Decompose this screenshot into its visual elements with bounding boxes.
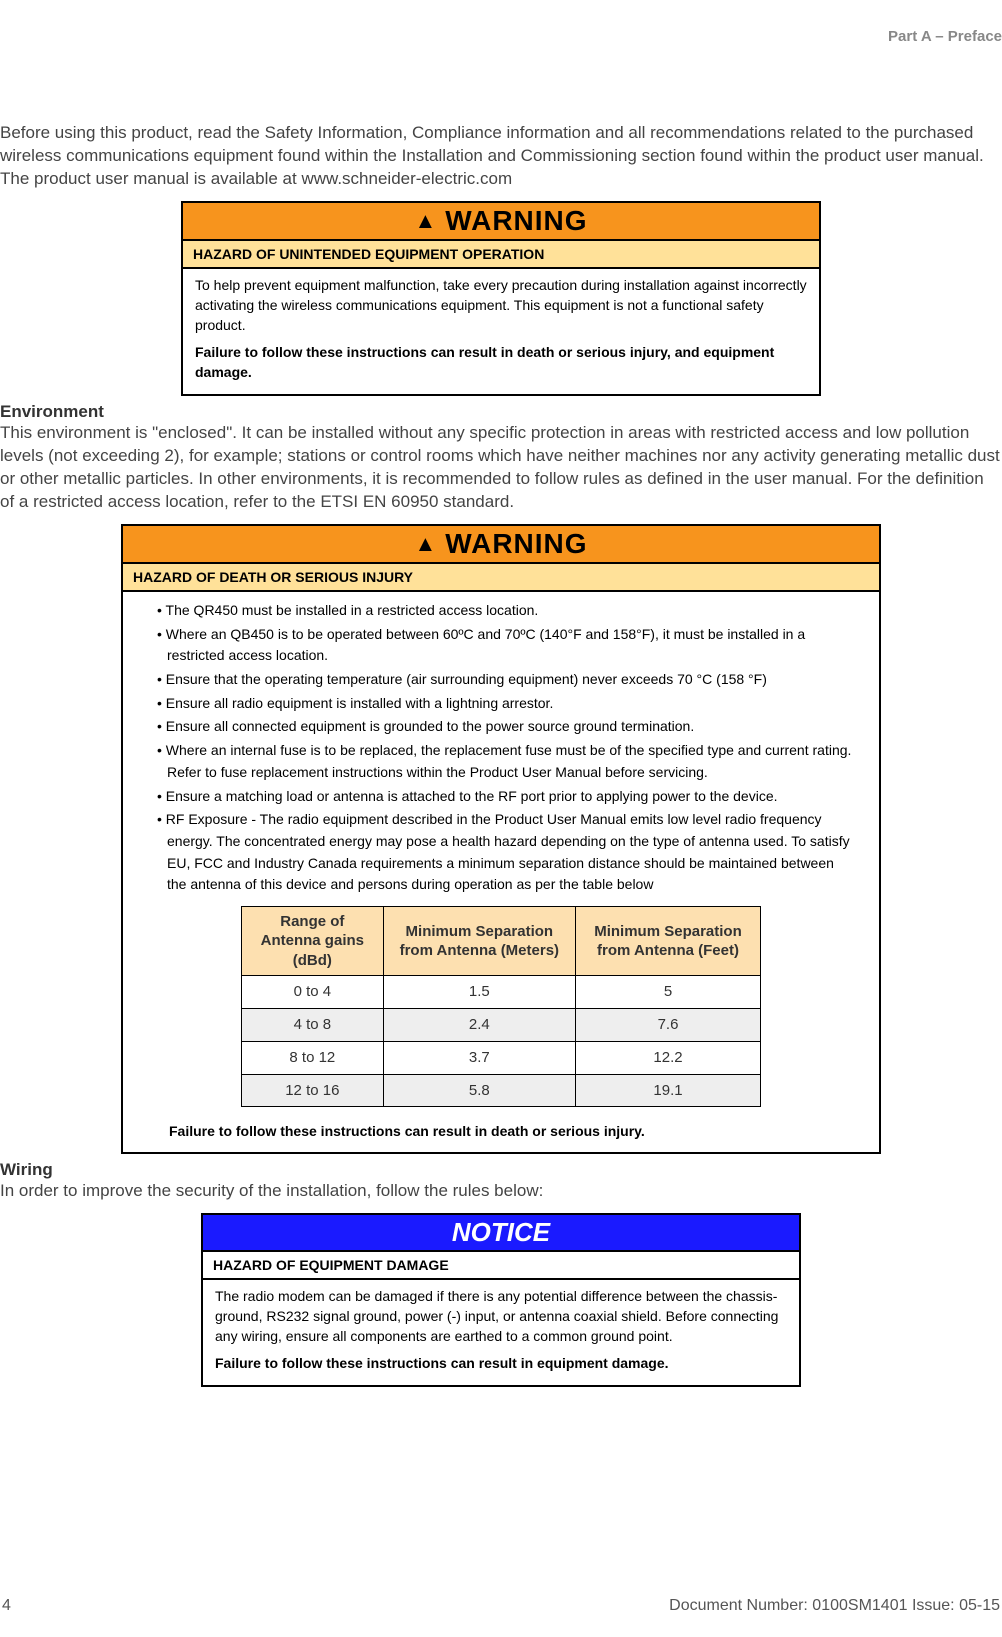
notice-signal-word: NOTICE (452, 1217, 550, 1248)
table-header: Range of Antenna gains (dBd) (242, 906, 384, 976)
notice-signal-bar: NOTICE (203, 1215, 799, 1252)
document-number: Document Number: 0100SM1401 Issue: 05-15 (669, 1597, 1000, 1615)
warning2-signal-word: WARNING (445, 528, 587, 560)
page-header-part: Part A – Preface (888, 28, 1002, 45)
notice-body-text: The radio modem can be damaged if there … (215, 1286, 787, 1347)
table-cell: 12 to 16 (242, 1074, 384, 1107)
warning-signal-word: WARNING (445, 205, 587, 237)
bullet-item: Ensure all radio equipment is installed … (167, 693, 857, 715)
bullet-item: Where an QB450 is to be operated between… (167, 624, 857, 667)
intro-paragraph: Before using this product, read the Safe… (0, 122, 1002, 191)
warning2-failure: Failure to follow these instructions can… (127, 1117, 875, 1149)
warning1-body: To help prevent equipment malfunction, t… (183, 269, 819, 394)
page-number: 4 (2, 1597, 11, 1615)
bullet-item: Ensure all connected equipment is ground… (167, 716, 857, 738)
hazard-title-1: HAZARD OF UNINTENDED EQUIPMENT OPERATION (183, 241, 819, 269)
table-cell: 8 to 12 (242, 1041, 384, 1074)
table-cell: 5.8 (383, 1074, 575, 1107)
warning-signal-bar: ▲ WARNING (183, 203, 819, 241)
table-cell: 5 (575, 976, 760, 1009)
table-cell: 2.4 (383, 1009, 575, 1042)
table-cell: 3.7 (383, 1041, 575, 1074)
table-header: Minimum Separation from Antenna (Feet) (575, 906, 760, 976)
table-cell: 19.1 (575, 1074, 760, 1107)
hazard-title-2: HAZARD OF DEATH OR SERIOUS INJURY (123, 564, 879, 592)
warning2-bullet-list: The QR450 must be installed in a restric… (127, 600, 875, 896)
table-cell: 12.2 (575, 1041, 760, 1074)
table-row: 4 to 8 2.4 7.6 (242, 1009, 761, 1042)
wiring-heading: Wiring (0, 1160, 1002, 1180)
warning2-body: The QR450 must be installed in a restric… (123, 592, 879, 1152)
table-cell: 1.5 (383, 976, 575, 1009)
warning1-failure: Failure to follow these instructions can… (195, 342, 807, 383)
warning-triangle-icon: ▲ (414, 210, 437, 232)
separation-table: Range of Antenna gains (dBd) Minimum Sep… (241, 906, 761, 1108)
table-header: Minimum Separation from Antenna (Meters) (383, 906, 575, 976)
notice-hazard-title: HAZARD OF EQUIPMENT DAMAGE (203, 1252, 799, 1280)
table-row: 12 to 16 5.8 19.1 (242, 1074, 761, 1107)
notice-box: NOTICE HAZARD OF EQUIPMENT DAMAGE The ra… (201, 1213, 801, 1387)
warning-box-2: ▲ WARNING HAZARD OF DEATH OR SERIOUS INJ… (121, 524, 881, 1154)
warning2-signal-bar: ▲ WARNING (123, 526, 879, 564)
table-cell: 4 to 8 (242, 1009, 384, 1042)
bullet-item: Where an internal fuse is to be replaced… (167, 740, 857, 783)
warning1-body-text: To help prevent equipment malfunction, t… (195, 275, 807, 336)
bullet-item: The QR450 must be installed in a restric… (167, 600, 857, 622)
warning-box-1: ▲ WARNING HAZARD OF UNINTENDED EQUIPMENT… (181, 201, 821, 396)
table-row: 0 to 4 1.5 5 (242, 976, 761, 1009)
table-row: 8 to 12 3.7 12.2 (242, 1041, 761, 1074)
bullet-item: Ensure a matching load or antenna is att… (167, 786, 857, 808)
bullet-item: RF Exposure - The radio equipment descri… (167, 809, 857, 896)
notice-failure: Failure to follow these instructions can… (215, 1353, 787, 1373)
warning-triangle-icon: ▲ (414, 533, 437, 555)
notice-body: The radio modem can be damaged if there … (203, 1280, 799, 1385)
table-cell: 0 to 4 (242, 976, 384, 1009)
bullet-item: Ensure that the operating temperature (a… (167, 669, 857, 691)
wiring-body: In order to improve the security of the … (0, 1180, 1002, 1203)
table-cell: 7.6 (575, 1009, 760, 1042)
environment-heading: Environment (0, 402, 1002, 422)
environment-body: This environment is "enclosed". It can b… (0, 422, 1002, 514)
page-footer: 4 Document Number: 0100SM1401 Issue: 05-… (0, 1597, 1002, 1615)
